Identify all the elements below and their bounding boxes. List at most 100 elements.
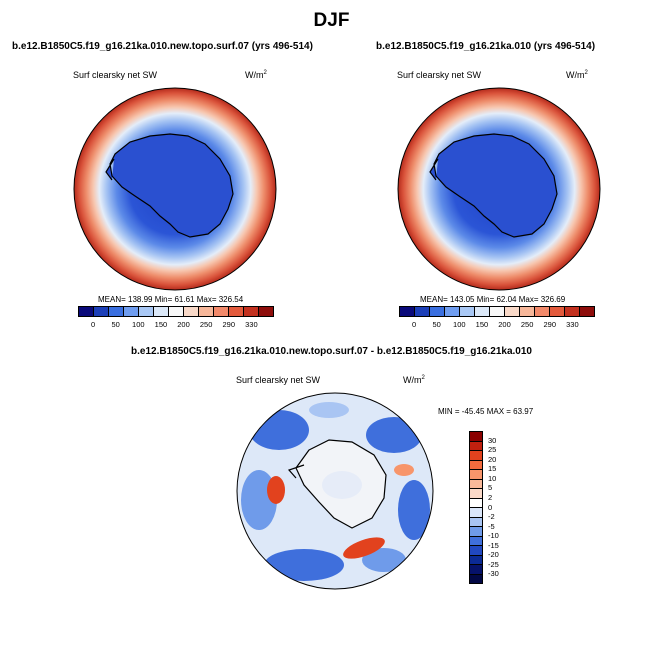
panel-2-units: W/m2 [566, 70, 588, 80]
colorbar-swatch [470, 508, 482, 518]
panel-2-colorbar-ticks: 0 50 100 150 200 250 290 330 [399, 320, 595, 332]
colorbar-swatch [169, 307, 184, 316]
panel-1-polar-map [73, 87, 277, 291]
colorbar-swatch [229, 307, 244, 316]
panel-1-variable: Surf clearsky net SW [73, 70, 158, 80]
colorbar-tick-label: 2 [488, 492, 493, 502]
colorbar-tick-label: 200 [498, 320, 511, 329]
diff-units: W/m2 [403, 375, 425, 385]
colorbar-swatch [470, 470, 482, 480]
colorbar-swatch [470, 574, 482, 583]
colorbar-tick-label: 100 [132, 320, 145, 329]
colorbar-swatch [470, 489, 482, 499]
colorbar-tick-label: 20 [488, 454, 497, 464]
colorbar-swatch [470, 498, 482, 508]
colorbar-swatch [400, 307, 415, 316]
colorbar-tick-label: 25 [488, 445, 497, 455]
panel-1-colorbar [78, 306, 274, 317]
colorbar-swatch [415, 307, 430, 316]
colorbar-tick-label: -25 [488, 559, 499, 569]
panel-1-colorbar-ticks: 0 50 100 150 200 250 290 330 [78, 320, 274, 332]
panel-2-title: b.e12.B1850C5.f19_g16.21ka.010 (yrs 496-… [376, 41, 596, 52]
colorbar-swatch [470, 527, 482, 537]
diff-variable: Surf clearsky net SW [236, 375, 321, 385]
colorbar-swatch [505, 307, 520, 316]
figure-title: DJF [313, 10, 350, 31]
colorbar-swatch [550, 307, 565, 316]
colorbar-swatch [490, 307, 505, 316]
colorbar-swatch [445, 307, 460, 316]
diff-colorbar-ticks: 30 25 20 15 10 5 2 0 -2 -5 -10 -15 -20 -25 -30 [488, 431, 518, 584]
panel-1-antarctica-outline [105, 133, 234, 238]
colorbar-swatch [470, 451, 482, 461]
panel-2-map-border [397, 87, 601, 291]
colorbar-swatch [470, 460, 482, 470]
colorbar-swatch [535, 307, 550, 316]
colorbar-tick-label: -2 [488, 512, 495, 522]
colorbar-tick-label: 15 [488, 464, 497, 474]
panel-2-stats: MEAN= 143.05 Min= 62.04 Max= 326.69 [420, 295, 566, 304]
colorbar-swatch [214, 307, 229, 316]
colorbar-swatch [94, 307, 109, 316]
colorbar-swatch [244, 307, 259, 316]
colorbar-tick-label: 150 [154, 320, 168, 329]
colorbar-tick-label: 50 [111, 320, 120, 329]
colorbar-swatch [470, 441, 482, 451]
colorbar-swatch [580, 307, 594, 316]
diff-stats: MIN = -45.45 MAX = 63.97 [438, 407, 534, 416]
panel-2-antarctica-outline [429, 133, 558, 238]
colorbar-tick-label: 150 [475, 320, 489, 329]
panel-1-units: W/m2 [245, 70, 267, 80]
diff-polar-map [236, 392, 434, 590]
colorbar-tick-label: 0 [411, 320, 417, 329]
diff-map-border [236, 392, 434, 590]
colorbar-swatch [199, 307, 214, 316]
colorbar-swatch [430, 307, 445, 316]
colorbar-tick-label: 290 [222, 320, 236, 329]
colorbar-tick-label: 10 [488, 473, 497, 483]
colorbar-swatch [460, 307, 475, 316]
colorbar-swatch [470, 479, 482, 489]
colorbar-swatch [470, 536, 482, 546]
colorbar-swatch [79, 307, 94, 316]
colorbar-tick-label: 50 [432, 320, 441, 329]
colorbar-swatch [520, 307, 535, 316]
colorbar-swatch [565, 307, 580, 316]
colorbar-tick-label: 250 [520, 320, 534, 329]
colorbar-tick-label: -30 [488, 569, 499, 579]
colorbar-swatch [470, 517, 482, 527]
colorbar-tick-label: 0 [488, 502, 493, 512]
colorbar-swatch [470, 555, 482, 565]
colorbar-swatch [259, 307, 273, 316]
colorbar-tick-label: 100 [453, 320, 466, 329]
panel-2-colorbar [399, 306, 595, 317]
colorbar-tick-label: 330 [566, 320, 579, 329]
colorbar-swatch [470, 432, 482, 442]
colorbar-tick-label: 290 [543, 320, 557, 329]
colorbar-tick-label: -20 [488, 550, 499, 560]
colorbar-tick-label: 330 [245, 320, 258, 329]
colorbar-tick-label: 5 [488, 483, 493, 493]
colorbar-tick-label: 250 [199, 320, 213, 329]
colorbar-swatch [139, 307, 154, 316]
panel-1-map-border [73, 87, 277, 291]
colorbar-tick-label: -10 [488, 531, 499, 541]
panel-2-variable: Surf clearsky net SW [397, 70, 482, 80]
panel-1-stats: MEAN= 138.99 Min= 61.61 Max= 326.54 [98, 295, 244, 304]
diff-antarctica-outline [287, 439, 387, 529]
colorbar-tick-label: 30 [488, 435, 497, 445]
colorbar-swatch [154, 307, 169, 316]
colorbar-tick-label: 0 [90, 320, 96, 329]
colorbar-tick-label: -5 [488, 521, 495, 531]
colorbar-tick-label: 200 [177, 320, 190, 329]
colorbar-swatch [470, 565, 482, 575]
colorbar-swatch [184, 307, 199, 316]
colorbar-swatch [109, 307, 124, 316]
diff-colorbar [469, 431, 483, 584]
colorbar-swatch [124, 307, 139, 316]
diff-title: b.e12.B1850C5.f19_g16.21ka.010.new.topo.… [131, 346, 532, 357]
colorbar-tick-label: -15 [488, 540, 499, 550]
panel-1-title: b.e12.B1850C5.f19_g16.21ka.010.new.topo.… [12, 41, 313, 52]
colorbar-swatch [475, 307, 490, 316]
panel-2-polar-map [397, 87, 601, 291]
